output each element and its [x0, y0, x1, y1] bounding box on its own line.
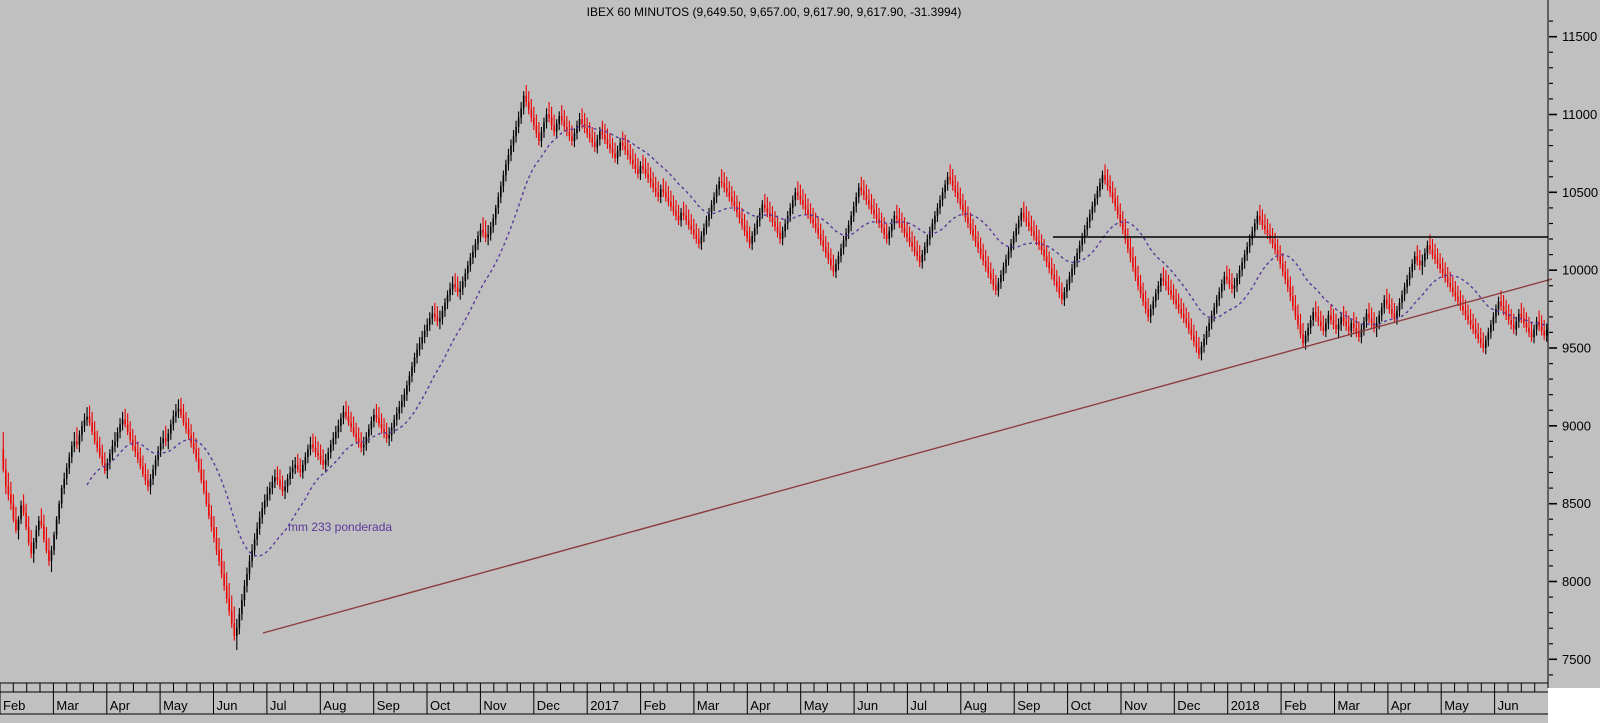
x-axis-tick-label: Jun	[1498, 698, 1519, 713]
x-axis-tick-label: Sep	[1017, 698, 1040, 713]
x-axis-tick-label: 2018	[1231, 698, 1260, 713]
y-axis-tick-label: 9000	[1562, 418, 1591, 433]
x-axis-tick-label: Apr	[750, 698, 771, 713]
x-axis-tick-label: Dec	[1177, 698, 1201, 713]
x-axis-tick-label: Feb	[3, 698, 25, 713]
x-axis-tick-label: Dec	[537, 698, 561, 713]
x-axis-tick-label: Feb	[1284, 698, 1306, 713]
x-axis-tick-label: Jul	[270, 698, 287, 713]
x-axis-tick-label: Nov	[483, 698, 507, 713]
y-axis-tick-label: 7500	[1562, 652, 1591, 667]
x-axis: Feb Mar Apr May Jun Jul Aug Sep Oct Nov Dec 2017 Feb…	[0, 682, 1548, 715]
chart-title: IBEX 60 MINUTOS (9,649.50, 9,657.00, 9,6…	[586, 5, 962, 19]
x-axis-tick-label: Mar	[56, 698, 79, 713]
x-axis-tick-label: May	[163, 698, 188, 713]
candlestick-series	[2, 84, 1548, 650]
x-axis-tick-label: Oct	[430, 698, 451, 713]
y-axis-tick-label: 11000	[1562, 107, 1597, 122]
x-axis-tick-label: Feb	[644, 698, 666, 713]
x-axis-tick-label: Oct	[1071, 698, 1092, 713]
y-axis-tick-label: 9500	[1562, 341, 1591, 356]
y-axis-tick-label: 10500	[1562, 185, 1598, 200]
x-axis-tick-label: Jul	[910, 698, 927, 713]
chart-plot-background	[0, 0, 1548, 723]
x-axis-tick-label: 2017	[590, 698, 619, 713]
x-axis-tick-label: Mar	[697, 698, 720, 713]
x-axis-tick-label: Jun	[217, 698, 238, 713]
x-axis-tick-label: Nov	[1124, 698, 1148, 713]
y-axis-tick-label: 8500	[1562, 496, 1591, 511]
y-axis: 7500 8000 8500 9000 9500 10000 10500 11000 11500	[1547, 0, 1598, 688]
x-axis-tick-label: Apr	[110, 698, 131, 713]
y-axis-tick-label: 8000	[1562, 574, 1591, 589]
x-axis-tick-label: Aug	[964, 698, 987, 713]
x-axis-tick-label: Aug	[323, 698, 346, 713]
x-axis-tick-label: May	[804, 698, 829, 713]
x-axis-tick-label: May	[1444, 698, 1469, 713]
x-axis-tick-label: Sep	[377, 698, 400, 713]
y-axis-tick-label: 11500	[1562, 29, 1597, 44]
rising-trendline	[262, 278, 1553, 634]
x-axis-tick-label: Mar	[1338, 698, 1361, 713]
moving-average-line	[86, 125, 1547, 557]
y-axis-tick-label: 10000	[1562, 263, 1598, 278]
x-axis-tick-label: Apr	[1391, 698, 1412, 713]
x-axis-tick-label: Jun	[857, 698, 878, 713]
moving-average-annotation: mm 233 ponderada	[288, 520, 392, 534]
